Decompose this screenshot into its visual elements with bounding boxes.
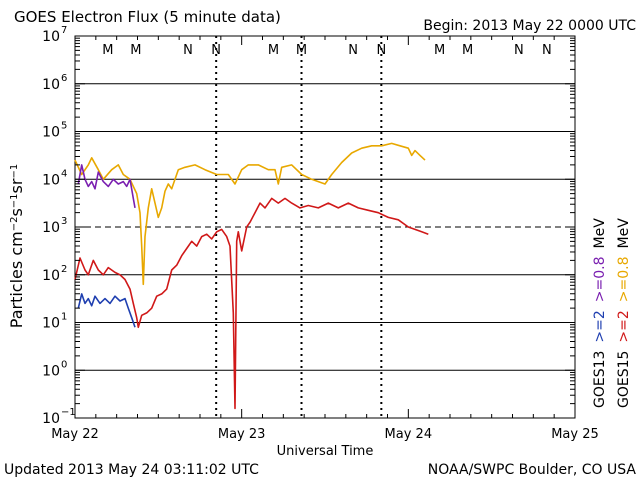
y-axis-label: Particles cm−2s−1sr−1 xyxy=(7,164,26,328)
event-marker-label: M xyxy=(130,43,141,58)
y-tick-exponent: 6 xyxy=(61,73,67,84)
y-tick-label: 10 xyxy=(42,125,60,141)
y-tick-label: 10 xyxy=(42,268,60,284)
x-tick-label: May 25 xyxy=(551,427,599,442)
x-axis-label: Universal Time xyxy=(277,444,374,459)
event-marker-label: M xyxy=(268,43,279,58)
legend: GOES13>=2>=0.8MeV GOES15>=2>=0.8MeV xyxy=(592,218,632,408)
event-marker-label: N xyxy=(514,43,524,58)
event-marker-label: M xyxy=(462,43,473,58)
event-marker-label: M xyxy=(102,43,113,58)
updated-label: Updated 2013 May 24 03:11:02 UTC xyxy=(4,462,259,478)
y-tick-label: 10 xyxy=(42,77,60,93)
y-tick-exponent: 2 xyxy=(61,264,67,275)
series-line xyxy=(77,293,136,328)
begin-label: Begin: 2013 May 22 0000 UTC xyxy=(423,18,636,34)
event-marker-label: N xyxy=(376,43,386,58)
event-marker-label: N xyxy=(183,43,193,58)
y-tick-exponent: 3 xyxy=(61,216,67,227)
y-tick-label: 10 xyxy=(42,316,60,332)
y-tick-exponent: 7 xyxy=(61,25,67,36)
y-tick-exponent: −1 xyxy=(61,407,76,418)
series-line xyxy=(77,164,136,209)
x-tick-label: May 24 xyxy=(385,427,433,442)
chart-title: GOES Electron Flux (5 minute data) xyxy=(14,8,281,26)
y-tick-exponent: 5 xyxy=(61,121,67,132)
y-tick-label: 10 xyxy=(42,172,60,188)
series-layer xyxy=(74,142,429,410)
event-marker-label: M xyxy=(296,43,307,58)
x-tick-labels: May 22 May 23 May 24 May 25 xyxy=(51,427,599,442)
axis-ticks xyxy=(74,35,576,419)
y-tick-label: 10 xyxy=(42,220,60,236)
y-tick-exponent: 1 xyxy=(61,312,67,323)
y-tick-label: 10 xyxy=(42,411,60,427)
event-marker-label: N xyxy=(542,43,552,58)
series-line xyxy=(74,197,429,410)
x-tick-label: May 23 xyxy=(218,427,266,442)
y-tick-exponent: 4 xyxy=(61,168,67,179)
event-marker-label: N xyxy=(348,43,358,58)
legend-goes15: GOES15>=2>=0.8MeV xyxy=(616,218,632,408)
event-marker-label: N xyxy=(211,43,221,58)
y-tick-label: 10 xyxy=(42,363,60,379)
event-marker-label: M xyxy=(434,43,445,58)
source-label: NOAA/SWPC Boulder, CO USA xyxy=(428,462,637,478)
gridlines xyxy=(75,83,575,371)
x-tick-label: May 22 xyxy=(51,427,99,442)
legend-goes13: GOES13>=2>=0.8MeV xyxy=(592,218,608,408)
y-tick-label: 10 xyxy=(42,29,60,45)
y-tick-exponent: 0 xyxy=(61,359,67,370)
